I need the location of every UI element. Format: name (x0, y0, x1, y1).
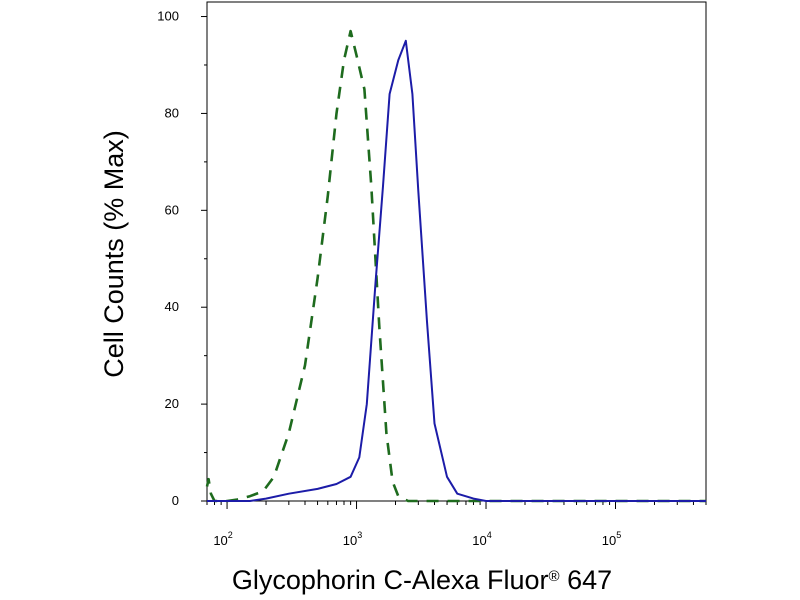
x-axis: 102 103 104 105 (206, 501, 707, 548)
x-tick-base: 10 (472, 533, 486, 548)
x-tick-base: 10 (213, 533, 227, 548)
x-tick-label: 104 (472, 530, 491, 548)
plot-frame (206, 1, 707, 502)
x-tick-label: 102 (213, 530, 232, 548)
x-tick-base: 10 (602, 533, 616, 548)
x-tick-exponent: 5 (616, 530, 621, 540)
y-tick-label: 20 (165, 396, 179, 411)
y-tick-label: 60 (165, 202, 179, 217)
sample-series-solid-line (207, 39, 706, 502)
series-layer (205, 29, 706, 503)
y-tick-label: 100 (157, 9, 179, 24)
x-tick-label: 105 (602, 530, 621, 548)
x-axis-label-registered-mark: ® (549, 568, 560, 585)
y-axis: 0 20 40 60 80 100 (157, 9, 207, 508)
y-tick-label: 40 (165, 299, 179, 314)
x-axis-label-suffix: 647 (560, 565, 613, 595)
x-tick-exponent: 3 (357, 530, 362, 540)
x-tick-exponent: 4 (487, 530, 492, 540)
x-tick-label: 103 (343, 530, 362, 548)
x-tick-exponent: 2 (228, 530, 233, 540)
y-tick-label: 80 (165, 105, 179, 120)
y-axis-label: Cell Counts (% Max) (99, 130, 129, 378)
x-axis-label: Glycophorin C-Alexa Fluor® 647 (232, 565, 612, 595)
x-tick-base: 10 (343, 533, 357, 548)
control-series-dashed-line (205, 29, 706, 503)
x-axis-label-main: Glycophorin C-Alexa Fluor (232, 565, 549, 595)
y-tick-label: 0 (172, 493, 179, 508)
